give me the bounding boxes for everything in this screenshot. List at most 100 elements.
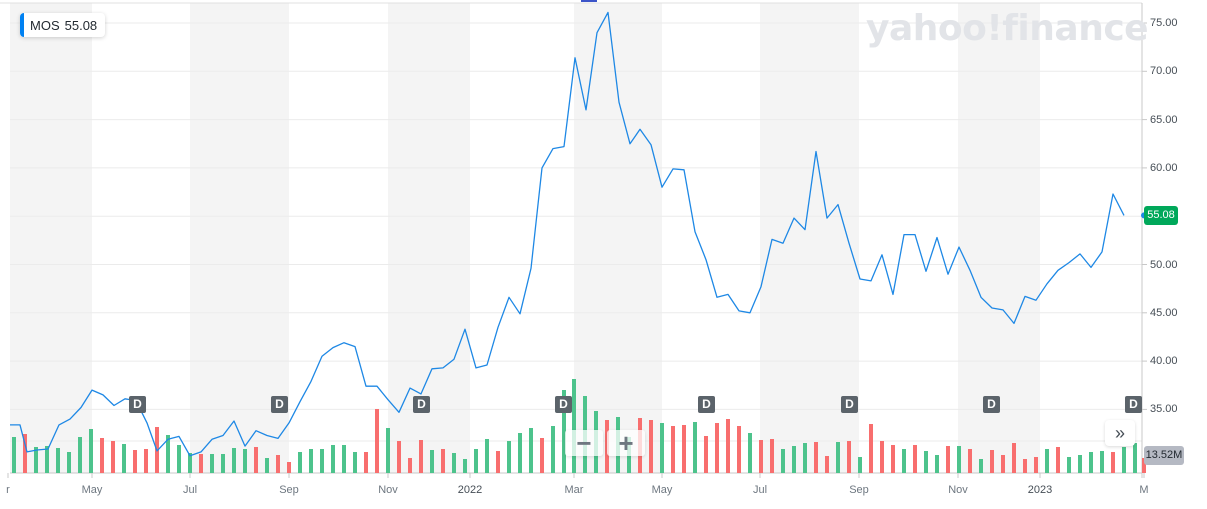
x-tick-label: M [1139,484,1149,496]
volume-bar [924,451,928,473]
volume-bar [847,441,851,473]
volume-bar [1045,449,1049,473]
shaded-band [190,3,289,473]
volume-bar [726,419,730,473]
y-tick-label: 40.00 [1150,355,1178,368]
shaded-band [574,3,662,473]
volume-bar [56,448,60,473]
volume-bar [34,447,38,473]
volume-bar [660,423,664,473]
x-tick-label: Jul [752,484,768,496]
volume-bar [67,452,71,473]
volume-bar [880,441,884,473]
dividend-marker[interactable]: D [698,396,715,413]
y-tick-label: 65.00 [1150,113,1178,126]
volume-bar [529,428,533,473]
y-tick-label: 75.00 [1150,17,1178,29]
volume-bar [781,449,785,473]
volume-bar [968,449,972,473]
volume-bar [1067,457,1071,473]
volume-bar [276,455,280,473]
volume-bar [836,442,840,473]
volume-bar [1111,452,1115,473]
volume-bar [1133,443,1137,473]
volume-bar [792,446,796,473]
volume-bar [737,426,741,473]
volume-bar [770,439,774,473]
shaded-band [10,3,92,473]
dividend-marker[interactable]: D [413,396,430,413]
volume-bar [331,445,335,473]
dividend-marker[interactable]: D [983,396,1000,413]
volume-bar [891,445,895,473]
volume-bar [287,462,291,473]
ticker-legend[interactable]: MOS 55.08 [20,13,106,37]
y-tick-label: 70.00 [1150,65,1178,78]
x-tick-label: 2023 [1027,484,1053,496]
volume-bar [682,425,686,473]
volume-bar [188,453,192,473]
x-tick-label: Sep [849,484,869,496]
volume-bar [990,450,994,473]
volume-bar [199,454,203,473]
dividend-marker[interactable]: D [555,396,572,413]
volume-bar [1089,452,1093,473]
volume-bar [814,442,818,473]
volume-bar [320,449,324,473]
volume-bar [45,446,49,473]
dividend-marker[interactable]: D [1125,396,1142,413]
volume-bar [265,458,269,473]
volume-bar [298,452,302,473]
shaded-band [388,3,470,473]
volume-bar [1078,455,1082,473]
volume-bar [759,440,763,473]
volume-bar [232,448,236,473]
volume-bar [342,445,346,473]
volume-bar [858,457,862,473]
volume-bar [177,445,181,473]
volume-bar [12,437,16,473]
x-tick-label: May [81,484,103,496]
volume-bar [254,447,258,473]
volume-bar [946,446,950,473]
volume-bar [825,456,829,473]
volume-bar [100,438,104,473]
volume-bar [671,426,675,473]
fast-forward-button[interactable]: » [1105,420,1135,446]
volume-bar [649,420,653,473]
volume-bar [1023,459,1027,473]
x-tick-label: Sep [279,484,299,496]
current-volume-label: 13.52M [1144,446,1184,465]
volume-bar [397,441,401,473]
volume-bar [507,441,511,473]
current-price-label: 55.08 [1144,206,1178,225]
volume-bar [693,422,697,473]
volume-bar [957,446,961,473]
volume-bar [1056,447,1060,473]
volume-bar [913,445,917,473]
range-marker [581,0,597,2]
x-tick-label: Jul [182,484,198,496]
dividend-marker[interactable]: D [129,396,146,413]
volume-bar [78,437,82,473]
volume-bar [23,434,27,473]
zoom-in-button[interactable]: + [607,430,645,456]
volume-bar [485,439,489,473]
volume-bar [166,435,170,473]
y-tick-label: 60.00 [1150,161,1178,174]
volume-bar [353,452,357,473]
volume-bar [210,454,214,473]
volume-bar [496,451,500,473]
volume-bar [869,424,873,473]
volume-bar [463,459,467,473]
volume-bar [474,449,478,473]
ticker-price: 55.08 [64,17,98,33]
ticker-symbol: MOS [30,17,60,33]
dividend-marker[interactable]: D [271,396,288,413]
dividend-marker[interactable]: D [841,396,858,413]
volume-bar [1122,447,1126,473]
zoom-out-button[interactable]: − [565,430,603,456]
volume-bar [419,440,423,473]
